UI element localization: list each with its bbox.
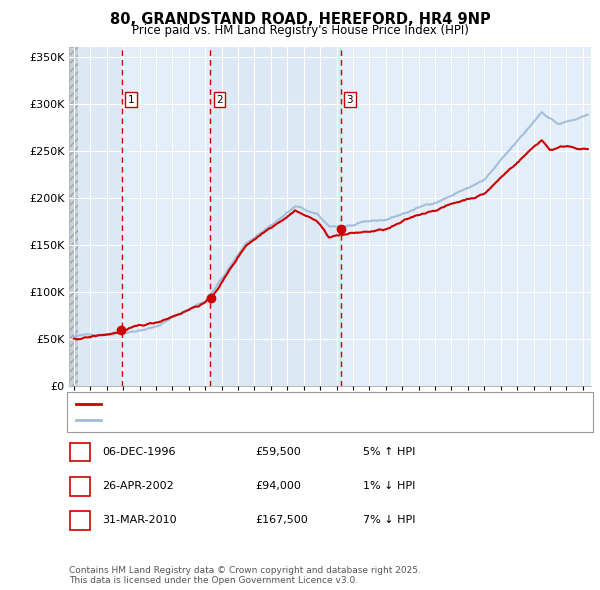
Text: Price paid vs. HM Land Registry's House Price Index (HPI): Price paid vs. HM Land Registry's House …: [131, 24, 469, 37]
Text: 06-DEC-1996: 06-DEC-1996: [102, 447, 176, 457]
Bar: [122, 47, 211, 386]
Text: 80, GRANDSTAND ROAD, HEREFORD, HR4 9NP: 80, GRANDSTAND ROAD, HEREFORD, HR4 9NP: [110, 12, 490, 27]
Text: 1: 1: [128, 95, 134, 105]
Text: 2: 2: [76, 481, 83, 491]
Text: Contains HM Land Registry data © Crown copyright and database right 2025.
This d: Contains HM Land Registry data © Crown c…: [69, 566, 421, 585]
Bar: [341, 47, 591, 386]
Text: 3: 3: [76, 516, 83, 525]
Text: 5% ↑ HPI: 5% ↑ HPI: [363, 447, 415, 457]
Text: 2: 2: [216, 95, 223, 105]
Text: 7% ↓ HPI: 7% ↓ HPI: [363, 516, 415, 525]
Text: 26-APR-2002: 26-APR-2002: [102, 481, 174, 491]
Text: £94,000: £94,000: [255, 481, 301, 491]
Text: HPI: Average price, semi-detached house, Herefordshire: HPI: Average price, semi-detached house,…: [109, 415, 401, 425]
Text: 1: 1: [76, 447, 83, 457]
Bar: [69, 47, 78, 386]
Text: £167,500: £167,500: [255, 516, 308, 525]
Text: 80, GRANDSTAND ROAD, HEREFORD, HR4 9NP (semi-detached house): 80, GRANDSTAND ROAD, HEREFORD, HR4 9NP (…: [109, 399, 474, 409]
Text: 1% ↓ HPI: 1% ↓ HPI: [363, 481, 415, 491]
Bar: [78, 47, 122, 386]
Bar: [211, 47, 341, 386]
Text: 3: 3: [346, 95, 353, 105]
Text: £59,500: £59,500: [255, 447, 301, 457]
Text: 31-MAR-2010: 31-MAR-2010: [102, 516, 176, 525]
